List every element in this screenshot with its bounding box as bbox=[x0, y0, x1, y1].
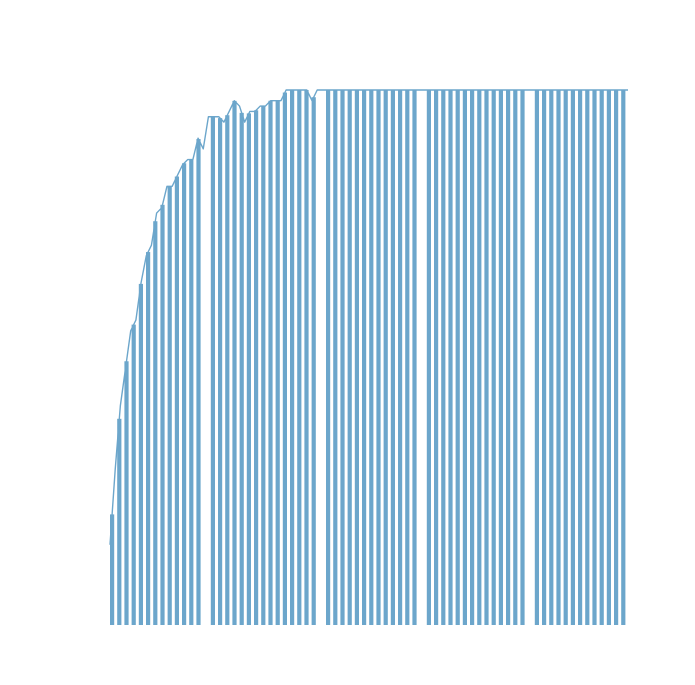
area-stripe bbox=[542, 90, 547, 625]
area-stripe bbox=[124, 361, 129, 625]
area-stripe bbox=[232, 100, 237, 625]
area-stripe bbox=[498, 90, 503, 625]
area-stripe bbox=[110, 514, 115, 625]
area-stripe bbox=[146, 252, 151, 626]
area-stripe bbox=[398, 90, 403, 625]
area-stripe bbox=[304, 90, 309, 625]
area-stripe bbox=[441, 90, 446, 625]
area-stripe bbox=[585, 90, 590, 625]
area-stripe bbox=[333, 90, 338, 625]
area-stripe bbox=[570, 90, 575, 625]
area-stripe bbox=[549, 90, 554, 625]
area-stripe bbox=[261, 106, 266, 626]
area-fill-group bbox=[110, 90, 626, 626]
area-stripe bbox=[376, 90, 381, 625]
area-stripe bbox=[506, 90, 511, 625]
area-stripe bbox=[174, 176, 179, 625]
area-stripe bbox=[606, 90, 611, 625]
area-stripe bbox=[405, 90, 410, 625]
area-stripe bbox=[592, 90, 597, 625]
series-line bbox=[109, 89, 628, 545]
area-stripe bbox=[182, 163, 187, 625]
area-stripe bbox=[383, 90, 388, 625]
area-stripe bbox=[225, 115, 230, 625]
area-stripe bbox=[455, 90, 460, 625]
area-stripe bbox=[484, 90, 489, 625]
area-stripe bbox=[167, 186, 172, 626]
area-stripe bbox=[268, 100, 273, 625]
area-stripe bbox=[362, 90, 367, 625]
area-stripe bbox=[189, 159, 194, 626]
area-stripe bbox=[282, 92, 287, 625]
area-stripe bbox=[614, 90, 619, 625]
area-stripe bbox=[599, 90, 604, 625]
area-stripe bbox=[563, 90, 568, 625]
area-stripe bbox=[196, 139, 201, 625]
area-stripe bbox=[426, 90, 431, 625]
area-stripe bbox=[275, 100, 280, 625]
area-stripe bbox=[412, 90, 417, 625]
area-stripe bbox=[138, 283, 143, 625]
area-stripe bbox=[434, 90, 439, 625]
area-stripe bbox=[311, 97, 316, 626]
area-stripe bbox=[326, 90, 331, 625]
area-stripe bbox=[513, 90, 518, 625]
area-stripe bbox=[534, 90, 539, 625]
area-stripe bbox=[470, 90, 475, 625]
area-stripe bbox=[246, 113, 251, 625]
area-stripe bbox=[462, 90, 467, 625]
area-stripe bbox=[153, 221, 158, 626]
area-stripe bbox=[160, 204, 165, 625]
area-stripe bbox=[290, 90, 295, 625]
area-stripe bbox=[390, 90, 395, 625]
area-stripe bbox=[210, 116, 215, 625]
area-stripe bbox=[621, 90, 626, 625]
area-stripe bbox=[369, 90, 374, 625]
area-stripe bbox=[117, 418, 122, 625]
area-stripe bbox=[354, 90, 359, 625]
area-stripe bbox=[218, 118, 223, 626]
area-stripe bbox=[477, 90, 482, 625]
area-stripe bbox=[448, 90, 453, 625]
area-stripe bbox=[491, 90, 496, 625]
area-stripe bbox=[254, 110, 259, 625]
area-stripe bbox=[347, 90, 352, 625]
area-stripe bbox=[239, 112, 244, 626]
area-stripe bbox=[556, 90, 561, 625]
area-stripe bbox=[520, 90, 525, 625]
area-stripe bbox=[578, 90, 583, 625]
area-stripe bbox=[340, 90, 345, 625]
area-stripe bbox=[131, 324, 136, 625]
area-stripe bbox=[297, 90, 302, 625]
